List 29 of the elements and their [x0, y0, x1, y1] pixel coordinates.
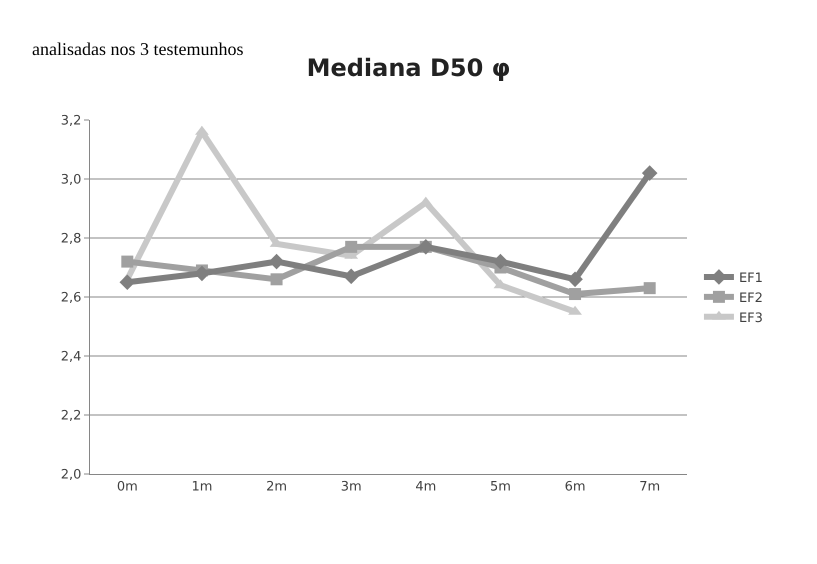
legend-label: EF2	[738, 290, 763, 306]
x-tick-label: 2m	[266, 480, 288, 495]
point	[569, 288, 582, 300]
legend-label: EF3	[738, 310, 763, 326]
point	[567, 272, 583, 288]
x-tick-label: 0m	[116, 480, 138, 495]
y-tick-label: 2,8	[60, 232, 82, 247]
point	[121, 256, 134, 268]
y-tick-label: 3,2	[60, 114, 82, 129]
chart-title: Mediana D50 φ	[306, 54, 510, 82]
x-tick-label: 3m	[340, 480, 362, 495]
point	[642, 165, 658, 181]
y-tick-label: 2,6	[60, 290, 82, 306]
y-tick-label: 2,0	[60, 468, 82, 483]
x-tick-label: 4m	[415, 480, 436, 495]
point	[345, 240, 358, 253]
x-tick-label: 5m	[490, 480, 511, 495]
x-tick-label: 1m	[191, 480, 212, 495]
y-tick-label: 2,2	[60, 408, 82, 424]
point	[492, 254, 508, 270]
point	[270, 273, 283, 286]
y-tick-label: 2,4	[60, 350, 82, 365]
x-tick-label: 6m	[564, 480, 586, 495]
point	[343, 268, 359, 284]
legend-label: EF1	[738, 271, 763, 286]
text: analisadas nos 3 testemunhos	[32, 39, 244, 59]
x-tick-label: 7m	[639, 480, 660, 495]
y-tick-label: 3,0	[60, 172, 82, 188]
point	[644, 282, 656, 294]
